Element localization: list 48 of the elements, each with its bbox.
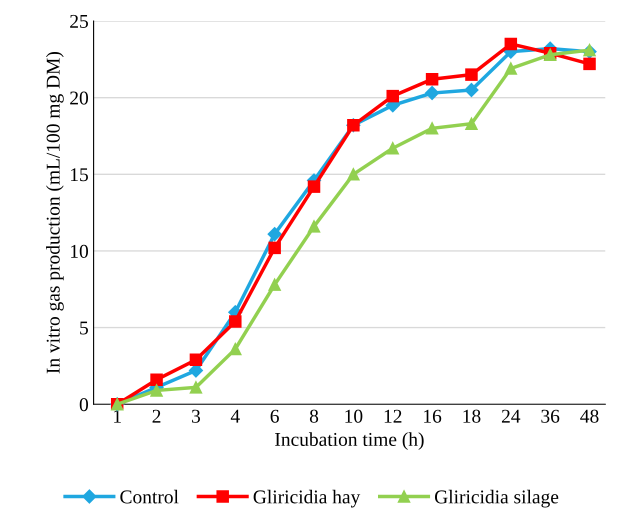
x-tick-label: 18 [463,410,480,423]
point [229,342,242,356]
x-axis-title: Incubation time (h) [275,432,424,450]
point [268,278,281,291]
legend-label: Gliricidia silage [434,490,558,508]
point [465,68,478,81]
point [190,381,202,394]
point [386,90,399,102]
x-tick-label: 1 [114,410,121,423]
x-tick-label: 24 [502,410,520,423]
point [268,242,281,254]
point [426,73,438,86]
y-tick-label: 5 [80,322,88,335]
x-tick-label: 16 [424,410,442,423]
legend-label: Gliricidia hay [254,490,360,508]
point [504,38,518,50]
x-tick-label: 10 [345,410,362,423]
point [190,354,202,366]
point [308,180,320,193]
point [229,315,242,328]
point [150,373,163,386]
x-tick-label: 4 [230,410,240,423]
x-tick-label: 12 [384,410,402,423]
x-tick-label: 36 [541,410,560,423]
point [268,227,282,242]
point [386,142,399,154]
x-tick-label: 2 [152,410,160,423]
point [426,122,438,135]
point [504,62,518,75]
point [308,220,320,233]
y-tick-label: 0 [80,398,88,412]
legend-label: Control [120,490,179,504]
y-axis-title: In vitro gas production (mL/100 mg DM) [46,52,64,374]
point [347,168,360,181]
point [425,86,440,100]
y-tick-label: 25 [70,14,88,28]
point [464,82,479,98]
y-tick-label: 20 [70,91,88,105]
y-tick-label: 15 [71,168,88,182]
point [583,44,596,56]
x-tick-label: 8 [310,410,318,423]
x-tick-label: 48 [580,410,599,423]
point [465,117,478,130]
y-tick-label: 10 [71,244,88,258]
x-tick-label: 6 [270,410,279,423]
x-tick-label: 3 [192,410,200,423]
point [150,384,163,397]
point [583,58,596,70]
